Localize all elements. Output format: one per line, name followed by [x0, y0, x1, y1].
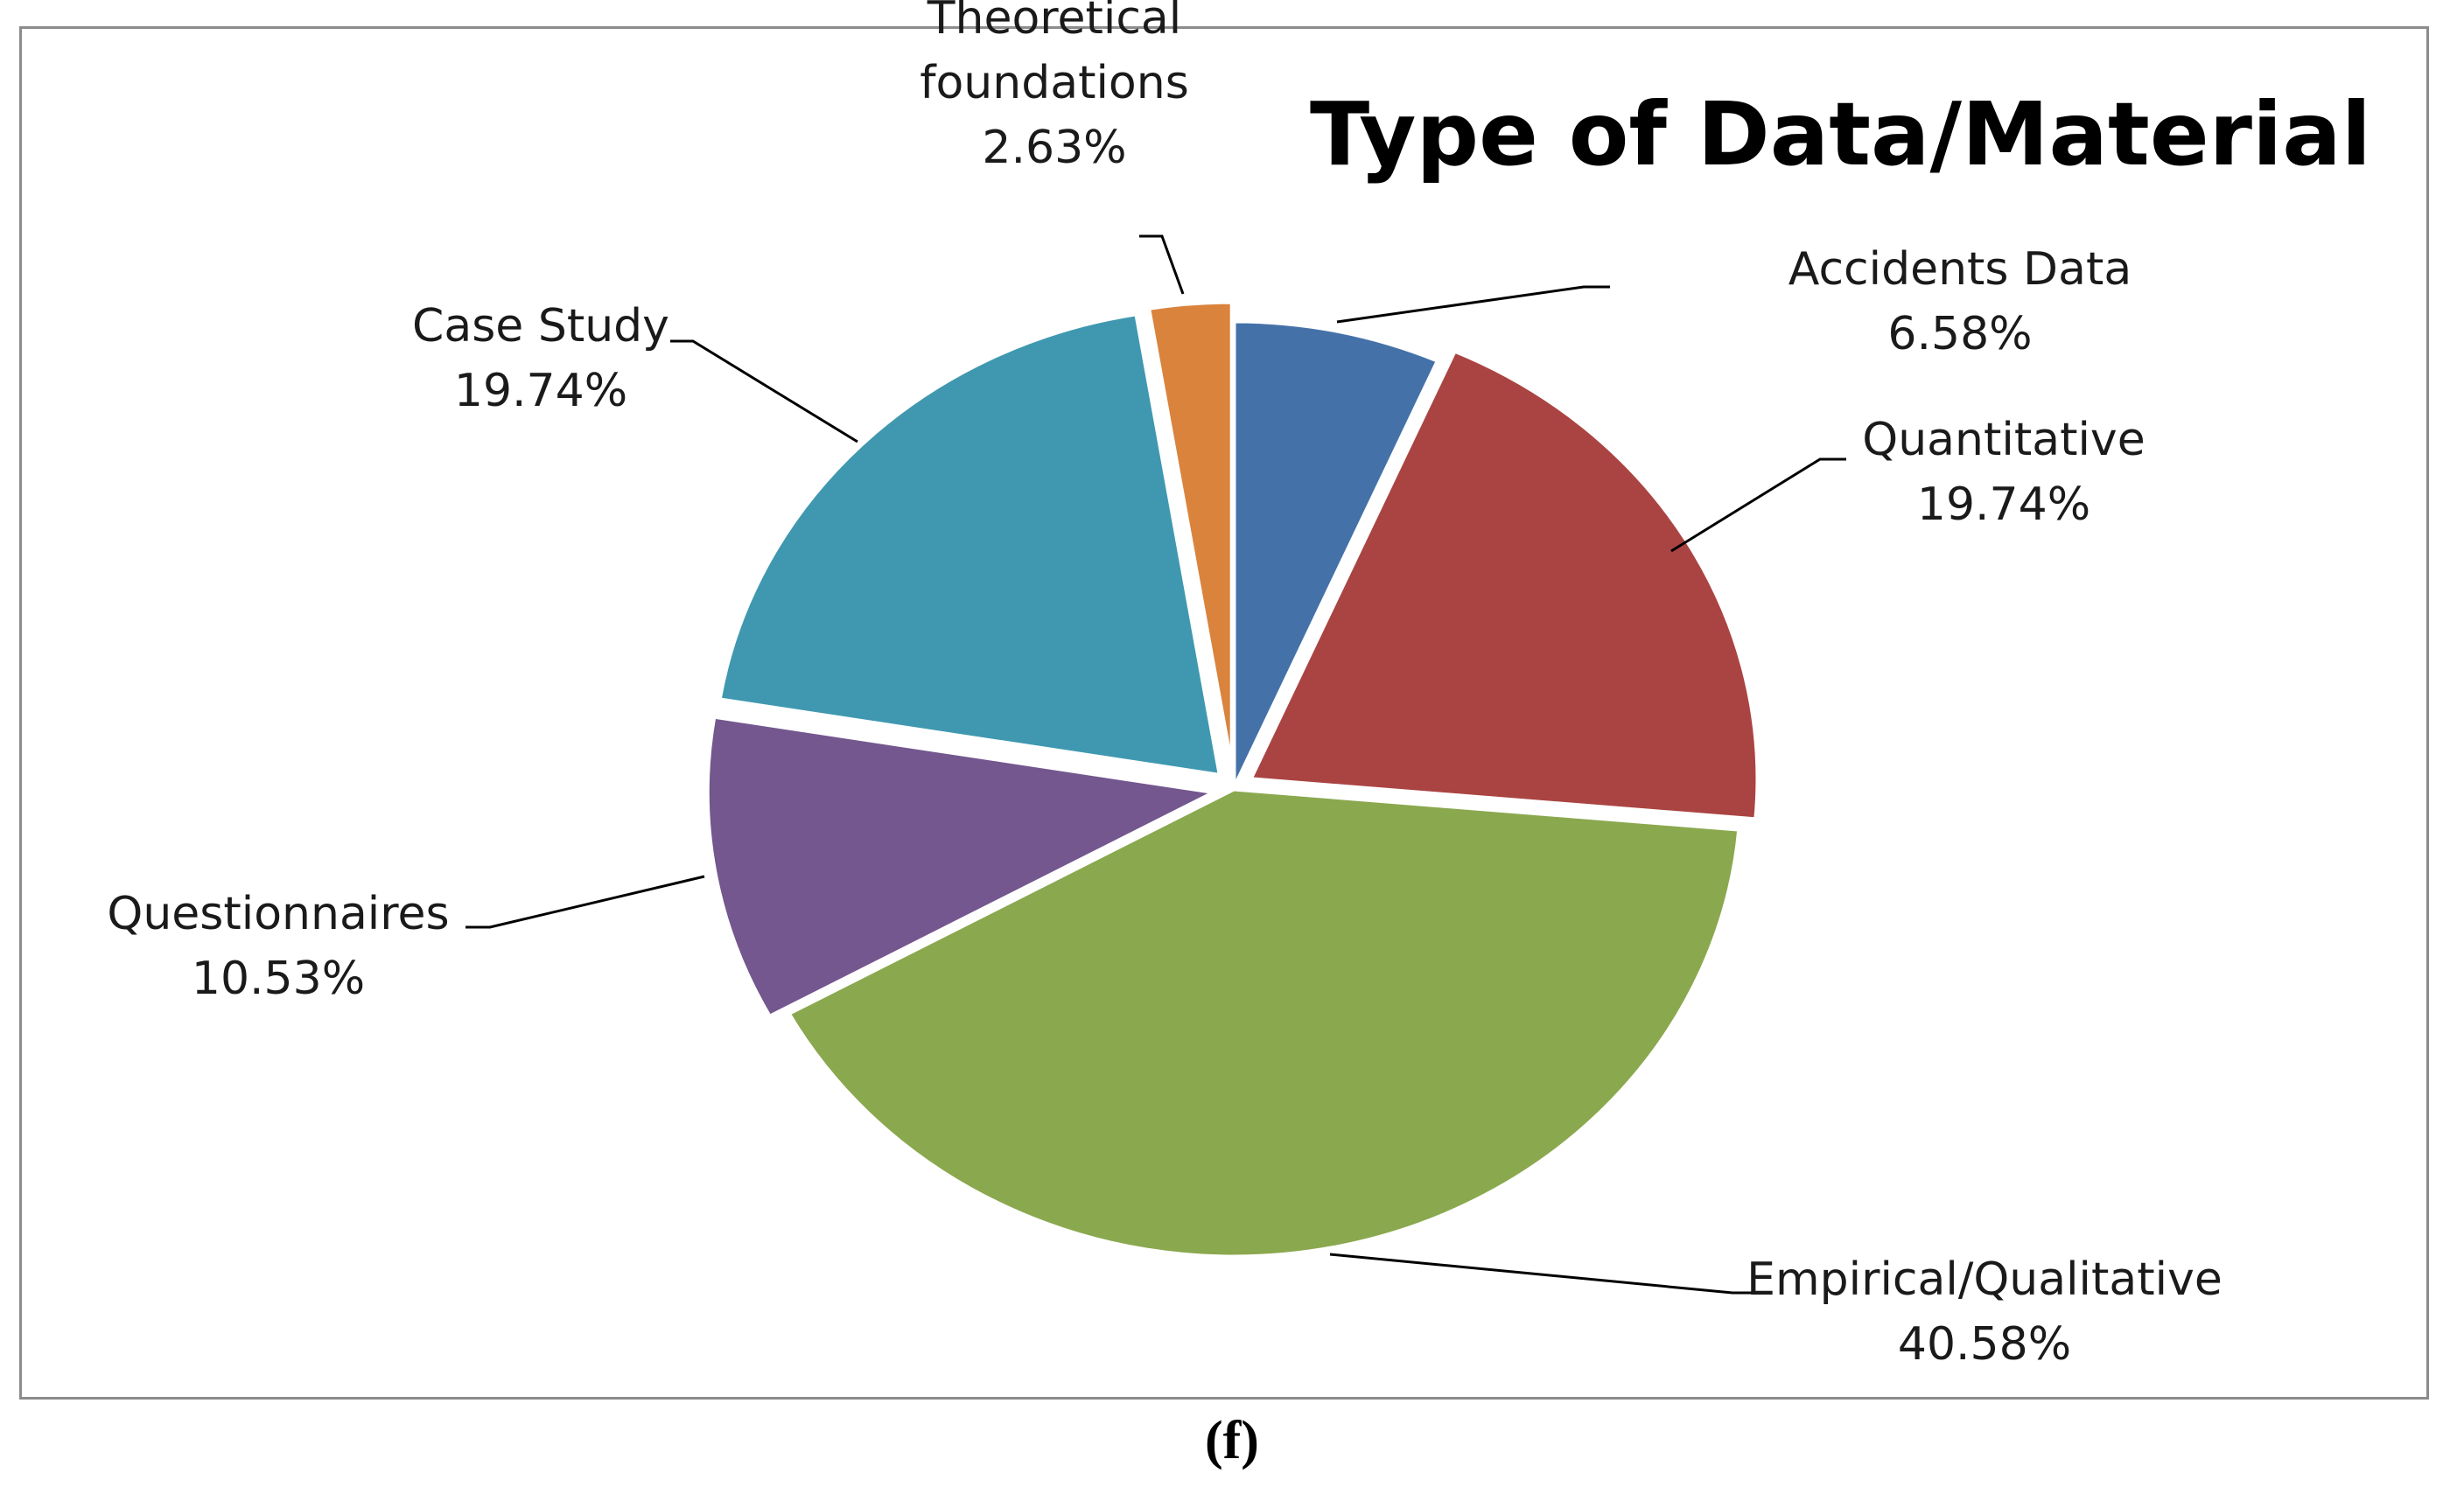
- slice-name-label-quantitative: Quantitative: [1862, 414, 2145, 466]
- leader-line-theoretical-foundations: [1139, 234, 1185, 295]
- leader-line-case-study: [670, 339, 858, 443]
- slice-value-label-theoretical-foundations: 2.63%: [982, 122, 1126, 174]
- slice-name-label-empirical-qualitative: Empirical/Qualitative: [1746, 1253, 2222, 1306]
- pie-slice-questionnaires: [704, 714, 1222, 1020]
- leader-lines: [466, 234, 1846, 1295]
- slice-value-label-accidents-data: 6.58%: [1887, 308, 2032, 360]
- pie-slice-accidents-data: [1231, 318, 1441, 791]
- leader-line-accidents-data: [1336, 285, 1610, 324]
- slice-value-label-case-study: 19.74%: [454, 365, 627, 417]
- slice-name-label-accidents-data: Accidents Data: [1788, 243, 2132, 296]
- pie-slice-theoretical-foundations: [1145, 299, 1235, 771]
- pie-slice-empirical-qualitative: [785, 786, 1742, 1260]
- slice-value-label-empirical-qualitative: 40.58%: [1898, 1318, 2071, 1371]
- slice-name-label-questionnaires: Questionnaires: [107, 888, 449, 940]
- slice-value-label-quantitative: 19.74%: [1917, 478, 2090, 531]
- slice-value-label-questionnaires: 10.53%: [192, 953, 365, 1005]
- leader-line-empirical-qualitative: [1329, 1253, 1760, 1295]
- slice-labels: Accidents Data 6.58% Quantitative 19.74% Emp…: [107, 0, 2222, 1371]
- pie-slices: [704, 299, 1760, 1260]
- pie-slice-case-study: [717, 311, 1223, 778]
- leader-line-questionnaires: [466, 875, 705, 929]
- leader-line-quantitative: [1670, 457, 1846, 553]
- chart-title: Type of Data/Material: [1310, 83, 2371, 185]
- figure-caption: (f): [1205, 1411, 1259, 1470]
- slice-name-label-theoretical-foundations: foundations: [920, 57, 1189, 109]
- slice-name-label-case-study: Case Study: [412, 300, 669, 353]
- slice-name-label-theoretical-foundations: Theoretical: [927, 0, 1182, 45]
